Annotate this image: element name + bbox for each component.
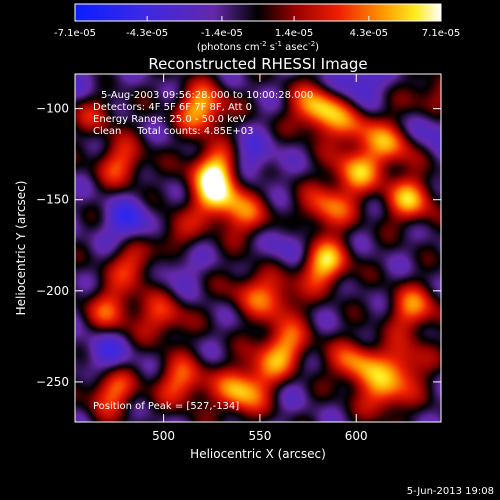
x-axis: 500 550 600 bbox=[152, 74, 368, 443]
chart-title: Reconstructed RHESSI Image bbox=[148, 55, 367, 73]
x-tick-label: 600 bbox=[345, 429, 368, 443]
colorbar-tick-label: 1.4e-05 bbox=[275, 28, 313, 39]
y-tick-label: −200 bbox=[36, 284, 69, 298]
rhessi-image bbox=[75, 74, 441, 422]
colorbar-tick-label: -1.4e-05 bbox=[201, 28, 243, 39]
annotation-total-counts: Clean Total counts: 4.85E+03 bbox=[93, 126, 253, 137]
x-tick-label: 500 bbox=[152, 429, 175, 443]
footer-date: 5-Jun-2013 19:08 bbox=[407, 486, 494, 497]
colorbar-tick-label: -4.3e-05 bbox=[126, 28, 168, 39]
annotation-detectors: Detectors: 4F 5F 6F 7F 8F, Att 0 bbox=[93, 102, 252, 113]
colorbar-tick-label: -7.1e-05 bbox=[54, 28, 96, 39]
colorbar-unit-label: (photons cm-2 s-1 asec-2) bbox=[197, 40, 319, 53]
colorbar-ticks bbox=[74, 16, 442, 21]
y-tick-label: −100 bbox=[36, 102, 69, 116]
y-axis: −100 −150 −200 −250 bbox=[36, 102, 441, 389]
plot-frame bbox=[74, 73, 442, 423]
y-tick-label: −150 bbox=[36, 193, 69, 207]
y-tick-label: −250 bbox=[36, 375, 69, 389]
annotation-peak-position: Position of Peak = [527,-134] bbox=[93, 401, 239, 412]
x-axis-label: Heliocentric X (arcsec) bbox=[190, 447, 326, 461]
y-axis-label: Heliocentric Y (arcsec) bbox=[14, 181, 28, 316]
colorbar-tick-labels: -7.1e-05 -4.3e-05 -1.4e-05 1.4e-05 4.3e-05 7.… bbox=[54, 28, 460, 39]
colorbar-tick-label: 4.3e-05 bbox=[350, 28, 388, 39]
colorbar-tick-label: 7.1e-05 bbox=[422, 28, 460, 39]
annotation-energy-range: Energy Range: 25.0 - 50.0 keV bbox=[93, 114, 246, 125]
x-tick-label: 550 bbox=[248, 429, 271, 443]
colorbar bbox=[74, 3, 442, 22]
annotation-time-range: 5-Aug-2003 09:56:28.000 to 10:00:28.000 bbox=[101, 90, 313, 101]
